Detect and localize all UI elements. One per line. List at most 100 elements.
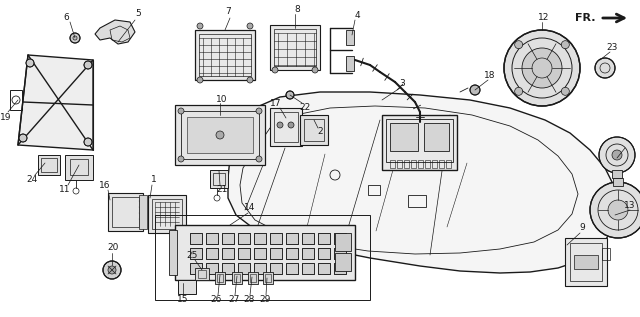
Bar [70, 159, 88, 175]
Circle shape [256, 156, 262, 162]
Bar [254, 248, 266, 259]
Bar [217, 274, 223, 282]
Bar [206, 233, 218, 244]
Bar [302, 248, 314, 259]
Text: 10: 10 [216, 94, 228, 103]
Text: 14: 14 [244, 204, 256, 212]
Bar [302, 233, 314, 244]
Bar [382, 115, 457, 170]
Bar [190, 248, 202, 259]
Circle shape [312, 67, 318, 73]
Bar [206, 233, 218, 244]
Bar [112, 197, 139, 227]
Bar [302, 233, 314, 244]
Bar [270, 25, 320, 70]
Bar [335, 253, 351, 271]
Bar [397, 160, 402, 168]
Text: 11: 11 [60, 185, 71, 195]
Bar [238, 263, 250, 274]
Bar [148, 195, 186, 233]
Circle shape [19, 134, 27, 142]
Bar [432, 160, 437, 168]
Circle shape [612, 150, 622, 160]
Circle shape [216, 131, 224, 139]
Bar [286, 233, 298, 244]
Bar [318, 233, 330, 244]
Circle shape [108, 266, 116, 274]
Bar [570, 243, 602, 281]
Bar [222, 233, 234, 244]
Text: 15: 15 [177, 295, 189, 305]
Bar [222, 263, 234, 274]
Bar [602, 248, 610, 260]
Bar [213, 173, 225, 185]
Bar [41, 158, 57, 172]
Text: 3: 3 [399, 80, 405, 88]
Text: 5: 5 [135, 10, 141, 18]
Bar [195, 30, 255, 80]
Bar [232, 272, 242, 284]
Bar [210, 170, 228, 188]
Bar [175, 105, 265, 165]
Bar [222, 248, 234, 259]
Bar [190, 248, 202, 259]
Circle shape [286, 91, 294, 99]
Bar [190, 263, 202, 274]
Circle shape [608, 200, 628, 220]
Bar [190, 233, 202, 244]
Bar [215, 272, 225, 284]
Bar [418, 160, 423, 168]
Bar [270, 263, 282, 274]
Circle shape [272, 67, 278, 73]
Bar [302, 248, 314, 259]
Bar [238, 233, 250, 244]
Bar [152, 199, 182, 229]
Circle shape [288, 122, 294, 128]
Text: 6: 6 [63, 14, 69, 23]
Text: 21: 21 [216, 185, 228, 195]
Bar [334, 233, 346, 244]
Bar [446, 160, 451, 168]
Circle shape [561, 87, 570, 95]
Bar [408, 195, 426, 207]
Circle shape [178, 108, 184, 114]
Bar [108, 193, 143, 231]
Bar [613, 178, 623, 186]
Bar [270, 233, 282, 244]
Bar [270, 108, 302, 146]
Bar [334, 263, 346, 274]
Circle shape [247, 77, 253, 83]
Bar [286, 248, 298, 259]
Bar [574, 255, 598, 269]
Bar [334, 248, 346, 259]
Bar [318, 233, 330, 244]
Text: 12: 12 [538, 12, 550, 22]
Bar [178, 280, 196, 294]
Text: 18: 18 [484, 72, 496, 81]
Bar [238, 248, 250, 259]
Bar [265, 274, 271, 282]
Circle shape [277, 122, 283, 128]
Bar [368, 185, 380, 195]
Bar [270, 248, 282, 259]
Circle shape [595, 58, 615, 78]
Circle shape [515, 87, 523, 95]
Bar [286, 233, 298, 244]
Bar [302, 263, 314, 274]
Bar [270, 248, 282, 259]
Text: 17: 17 [270, 100, 282, 108]
Bar [238, 248, 250, 259]
Bar [263, 272, 273, 284]
Bar [190, 233, 202, 244]
Bar [612, 170, 622, 178]
Bar [199, 34, 251, 76]
Bar [238, 233, 250, 244]
Text: 25: 25 [186, 250, 198, 260]
Bar [304, 119, 324, 141]
Bar [390, 160, 395, 168]
Polygon shape [95, 20, 135, 44]
Bar [425, 160, 430, 168]
Circle shape [197, 23, 203, 29]
Bar [335, 233, 351, 251]
Text: 27: 27 [228, 295, 240, 305]
